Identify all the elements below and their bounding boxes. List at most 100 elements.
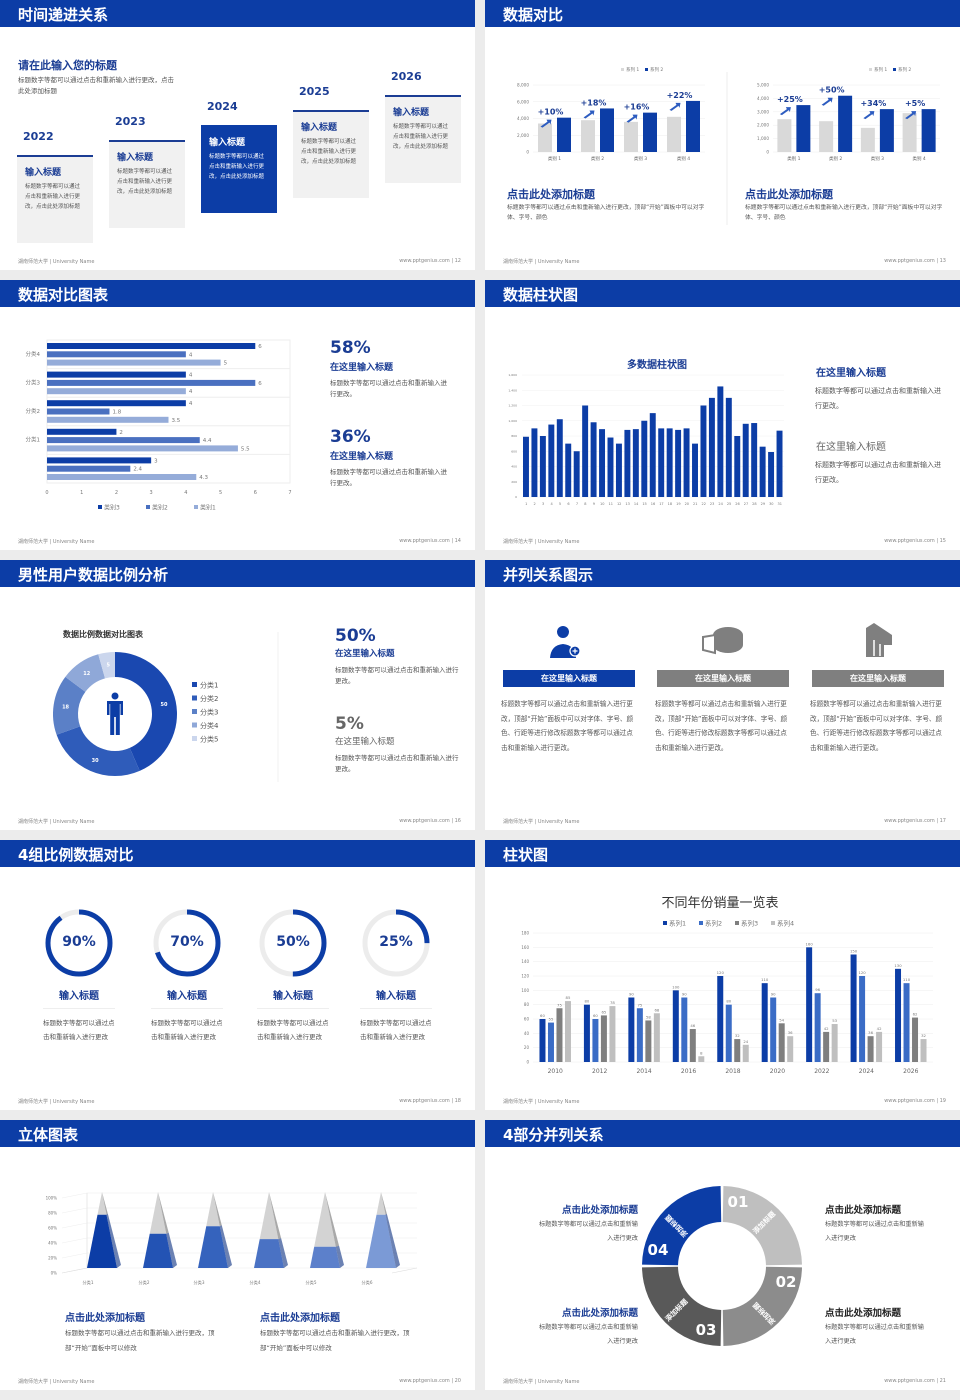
x-tick-label: 11 [609, 502, 613, 506]
legend-swatch [699, 921, 703, 925]
bar [787, 1036, 794, 1062]
slide-18[interactable]: 4组比例数据对比 湖南师范大学 | University Name www.pptg… [0, 840, 475, 1110]
slide-title: 柱状图 [503, 846, 549, 864]
bar [539, 436, 546, 497]
page-number-separator: | [934, 258, 940, 264]
data-label: 75 [637, 1002, 642, 1007]
bar [806, 947, 813, 1062]
column-text: 标题数字等都可以通过点击和重新输入进行更改，顶部“开始”面板中可以对字体、字号、… [810, 700, 943, 752]
bar [778, 1023, 785, 1062]
slide-14[interactable]: 数据对比图表 湖南师范大学 | University Name www.pptgen… [0, 280, 475, 550]
x-tick-label: 7 [288, 490, 291, 496]
pyramid-remainder [376, 1192, 386, 1215]
pyramid-remainder [259, 1192, 279, 1240]
growth-arrow-icon [626, 114, 638, 123]
data-label: 2 [119, 430, 123, 436]
cycle-segment-01[interactable] [722, 1186, 802, 1266]
timeline-card[interactable]: 输入标题 标题数字等都可以通过点击和重新输入进行更改，点击此处添加标题 [109, 140, 185, 228]
legend-label: 类别1 [200, 504, 216, 512]
bar [538, 123, 552, 152]
x-tick-label: 28 [752, 502, 756, 506]
bar [548, 424, 555, 497]
block-heading: 点击此处添加标题 [561, 1205, 638, 1216]
growth-arrow-icon [863, 111, 875, 120]
timeline-card[interactable]: 输入标题 标题数字等都可以通过点击和重新输入进行更改，点击此处添加标题 [293, 110, 369, 198]
slide-17[interactable]: 并列关系图示 湖南师范大学 | University Name www.pptgen… [485, 560, 960, 830]
page-number-separator: | [449, 538, 455, 544]
bar [700, 405, 707, 497]
timeline-card-title: 输入标题 [25, 168, 62, 178]
slide-title: 数据对比 [503, 6, 564, 24]
bar [47, 408, 110, 415]
x-tick-label: 类别 1 [548, 155, 561, 162]
column-icons [550, 623, 892, 658]
timeline-card[interactable]: 输入标题 标题数字等都可以通过点击和重新输入进行更改，点击此处添加标题 [385, 95, 461, 183]
y-tick-label: 0 [526, 150, 529, 155]
slide-20[interactable]: 立体图表 湖南师范大学 | University Name www.pptgeniu… [0, 1120, 475, 1390]
legend-swatch [146, 505, 150, 509]
timeline-card[interactable]: 输入标题 标题数字等都可以通过点击和重新输入进行更改，点击此处添加标题 [201, 125, 277, 213]
block-heading: 点击此处添加标题 [825, 1205, 902, 1216]
data-label: 50 [160, 702, 167, 708]
page-number: 19 [939, 1098, 946, 1104]
data-label: 80 [726, 999, 731, 1004]
bar [649, 413, 656, 497]
legend-label: 分类3 [200, 708, 218, 717]
data-label: 4 [189, 352, 193, 358]
ring-heading: 输入标题 [257, 987, 329, 1009]
bar [708, 397, 715, 497]
slide-13[interactable]: 数据对比 湖南师范大学 | University Name www.pptgeniu… [485, 0, 960, 270]
block-heading: 点击此处添加标题 [260, 1313, 340, 1324]
bar [47, 457, 152, 464]
slide-12[interactable]: 时间递进关系 湖南师范大学 | University Name www.pptgen… [0, 0, 475, 270]
cycle-segment-04[interactable] [642, 1186, 722, 1266]
cycle-segment-03[interactable] [642, 1266, 722, 1346]
timeline-card[interactable]: 输入标题 标题数字等都可以通过点击和重新输入进行更改，点击此处添加标题 [17, 155, 93, 243]
x-tick-label: 1 [525, 502, 527, 506]
bar [819, 121, 834, 152]
y-tick-label: 分类4 [26, 350, 41, 358]
male-person-icon [107, 692, 123, 735]
bar [859, 976, 866, 1062]
slide-21[interactable]: 4部分并列关系 湖南师范大学 | University Name www.pptge… [485, 1120, 960, 1390]
bar [751, 423, 758, 497]
x-tick-label: 25 [727, 502, 731, 506]
data-label: 55 [549, 1017, 554, 1022]
timeline-card-title: 输入标题 [209, 138, 246, 148]
footer-right: www.pptgenius.com | 12 [399, 258, 461, 264]
slide-header: 并列关系图示 [485, 560, 960, 587]
pyramid-remainder [97, 1192, 107, 1215]
x-tick-label: 2022 [814, 1068, 829, 1075]
block-text: 标题数字等都可以通过点击和重新输入进行更改，顶部“开始”面板中可以对字体、字号、… [745, 205, 943, 221]
x-tick-label: 分类2 [138, 1279, 149, 1286]
bar [624, 121, 638, 152]
segment-number: 01 [728, 1193, 749, 1211]
data-label: 100 [672, 984, 680, 989]
slide-19[interactable]: 柱状图湖南师范大学 | University Name www.pptgenius… [485, 840, 960, 1110]
block-text: 标题数字等都可以通过点击和重新输入进行更改 [825, 1324, 924, 1345]
slide-16[interactable]: 男性用户数据比例分析 湖南师范大学 | University Name www.pp… [0, 560, 475, 830]
timeline-card-text: 标题数字等都可以通过点击和重新输入进行更改，点击此处添加标题 [301, 139, 357, 165]
data-label: 5.5 [241, 446, 250, 452]
legend-label: 分类4 [200, 721, 219, 730]
data-label: 36 [788, 1030, 793, 1035]
timeline-year: 2023 [115, 115, 146, 128]
bar [675, 429, 682, 497]
slide-header: 数据柱状图 [485, 280, 960, 307]
growth-label: +16% [624, 103, 650, 112]
intro-text: 标题数字等都可以通过点击和重新输入进行更改，点击此处添加标题 [18, 76, 174, 95]
bar [609, 1006, 616, 1062]
cycle-segment-02[interactable] [722, 1266, 802, 1346]
footer-university: 湖南师范大学 | University Name [503, 1099, 580, 1105]
y-tick-label: 120 [521, 974, 529, 979]
horizontal-bar-chart: 0 1 2 3 4 5 6 7 分类4 6 4 5 分类3 4 6 4 分类2 4 1.8 3.5 分类1 2 4.4 5.5… [26, 339, 292, 512]
ring-label: 70% [170, 934, 204, 950]
stat-heading: 在这里输入标题 [330, 363, 394, 373]
footer-website: www.pptgenius.com [884, 1098, 935, 1104]
data-label: 24 [743, 1039, 748, 1044]
bar [761, 983, 768, 1062]
x-tick-label: 类别 4 [912, 155, 925, 162]
x-tick-label: 2 [115, 490, 118, 496]
slide-15[interactable]: 数据柱状图 湖南师范大学 | University Name www.pptgeni… [485, 280, 960, 550]
x-tick-label: 4 [184, 490, 187, 496]
